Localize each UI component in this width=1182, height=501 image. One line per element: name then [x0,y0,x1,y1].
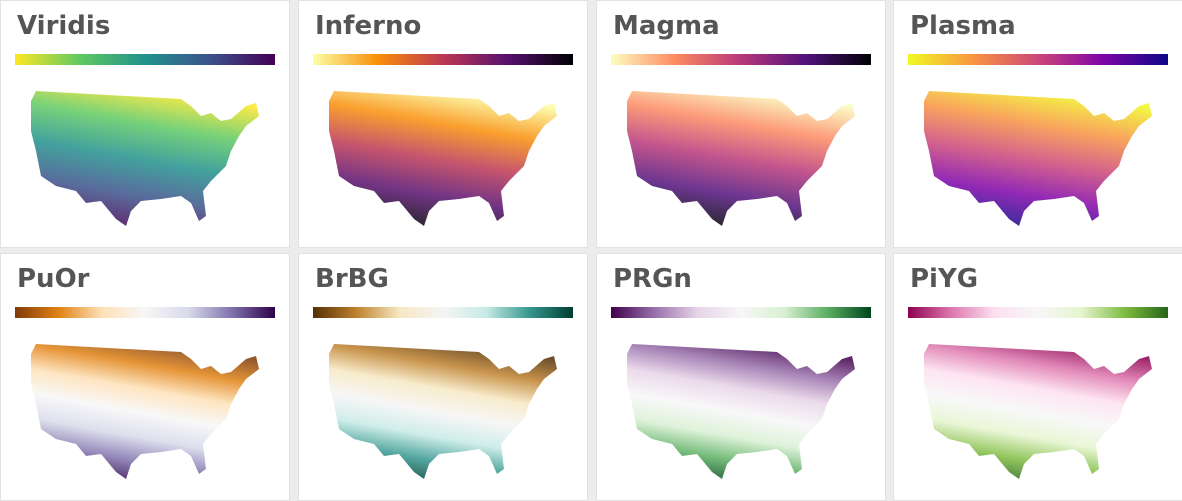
card-title: PRGn [613,264,692,294]
colormap-card[interactable]: Magma [596,0,886,248]
colormap-card[interactable]: Inferno [298,0,588,248]
colormap-bar [611,307,871,318]
card-title: PuOr [17,264,90,294]
colormap-card[interactable]: PiYG [893,253,1182,501]
us-map [329,91,557,226]
map-shape [627,344,855,479]
us-map [627,344,855,479]
card-title: Viridis [17,11,111,41]
map-shape [31,344,259,479]
us-map [31,344,259,479]
colormap-card[interactable]: Plasma [893,0,1182,248]
card-title: PiYG [910,264,979,294]
colormap-card[interactable]: PRGn [596,253,886,501]
map-shape [924,91,1152,226]
map-shape [627,91,855,226]
colormap-card[interactable]: BrBG [298,253,588,501]
map-shape [329,344,557,479]
colormap-bar [15,307,275,318]
us-map [924,344,1152,479]
colormap-card[interactable]: PuOr [0,253,290,501]
colormap-bar [908,307,1168,318]
colormap-bar [313,54,573,65]
us-map [31,91,259,226]
us-map [627,91,855,226]
card-title: Inferno [315,11,422,41]
card-title: BrBG [315,264,389,294]
card-title: Plasma [910,11,1016,41]
map-shape [924,344,1152,479]
colormap-card[interactable]: Viridis [0,0,290,248]
colormap-bar [15,54,275,65]
us-map [329,344,557,479]
colormap-bar [611,54,871,65]
map-shape [31,91,259,226]
colormap-bar [313,307,573,318]
colormap-bar [908,54,1168,65]
map-shape [329,91,557,226]
us-map [924,91,1152,226]
card-title: Magma [613,11,720,41]
